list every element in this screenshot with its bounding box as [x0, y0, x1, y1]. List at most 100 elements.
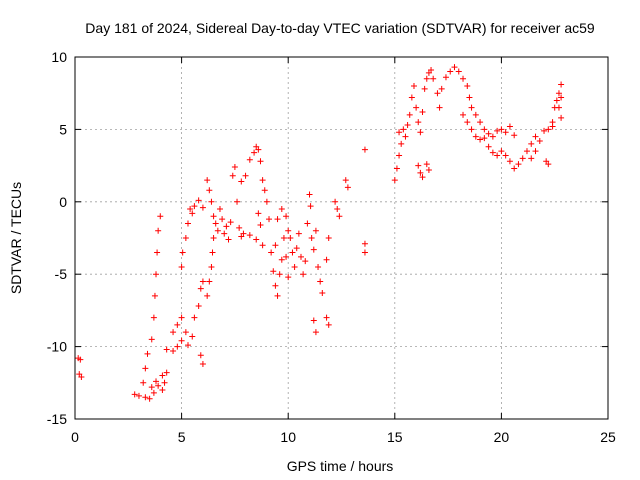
data-point	[489, 133, 496, 140]
data-point	[361, 249, 368, 256]
data-point	[184, 220, 191, 227]
plot-frame	[74, 56, 609, 420]
data-point	[402, 133, 409, 140]
data-point	[332, 198, 339, 205]
data-point	[204, 177, 211, 184]
data-point	[323, 256, 330, 263]
data-point	[549, 119, 556, 126]
data-point	[460, 111, 467, 118]
data-point	[163, 369, 170, 376]
data-point	[398, 140, 405, 147]
data-point	[302, 258, 309, 265]
data-point	[498, 126, 505, 133]
data-point	[255, 146, 262, 153]
data-point	[195, 197, 202, 204]
data-point	[430, 75, 437, 82]
data-point	[261, 187, 268, 194]
data-point	[291, 263, 298, 270]
data-point	[481, 135, 488, 142]
data-point	[276, 271, 283, 278]
data-point	[231, 164, 238, 171]
data-point	[178, 337, 185, 344]
data-point	[297, 253, 304, 260]
data-point	[77, 356, 84, 363]
data-point	[391, 177, 398, 184]
data-point	[438, 85, 445, 92]
data-point	[545, 126, 552, 133]
y-tick-label: 0	[59, 194, 67, 210]
data-point	[558, 114, 565, 121]
data-point	[272, 242, 279, 249]
data-point	[511, 132, 518, 139]
data-point	[78, 374, 85, 381]
data-point	[466, 94, 473, 101]
data-point	[182, 235, 189, 241]
data-point	[289, 249, 296, 256]
data-point	[408, 94, 415, 101]
data-point	[206, 187, 213, 194]
data-point	[251, 149, 258, 156]
grid-lines	[75, 57, 608, 419]
data-point	[283, 253, 290, 260]
data-point	[423, 161, 430, 168]
data-point	[268, 249, 275, 256]
data-point	[189, 333, 196, 340]
data-point	[174, 321, 181, 328]
data-point	[240, 230, 247, 237]
data-point	[209, 249, 216, 256]
data-point	[464, 119, 471, 126]
data-point	[436, 104, 443, 111]
data-point	[477, 119, 484, 126]
data-point	[221, 230, 228, 237]
data-point	[280, 235, 287, 241]
data-point	[406, 111, 413, 118]
data-point	[310, 317, 317, 324]
data-point	[315, 263, 322, 270]
data-point	[210, 213, 217, 220]
data-point	[131, 391, 138, 398]
data-point	[142, 365, 149, 372]
data-point	[191, 203, 198, 210]
data-point	[278, 206, 285, 213]
data-point	[223, 223, 230, 230]
data-point	[428, 67, 435, 74]
data-point	[419, 174, 426, 181]
data-point	[287, 235, 294, 241]
data-point	[140, 379, 147, 386]
data-point	[259, 177, 266, 184]
data-point	[312, 227, 319, 234]
data-point	[423, 75, 430, 82]
data-point	[178, 314, 185, 321]
data-point	[334, 206, 341, 213]
data-point	[155, 382, 162, 389]
data-point	[263, 198, 270, 205]
data-point	[253, 236, 260, 243]
data-point	[153, 378, 160, 385]
data-point	[325, 321, 332, 328]
data-point	[468, 126, 475, 133]
x-axis-label: GPS time / hours	[287, 458, 394, 474]
data-point	[532, 133, 539, 140]
data-point	[259, 242, 266, 249]
data-point	[317, 278, 324, 285]
data-point	[182, 329, 189, 336]
data-point	[451, 64, 458, 71]
data-point	[285, 227, 292, 234]
data-point	[170, 347, 177, 354]
data-point	[189, 210, 196, 217]
data-point	[485, 130, 492, 137]
data-point	[300, 271, 307, 278]
data-point	[558, 94, 565, 101]
x-tick-label: 0	[71, 429, 79, 445]
data-point	[319, 290, 326, 297]
data-point	[413, 104, 420, 111]
data-point	[210, 235, 217, 241]
data-point	[442, 74, 449, 81]
x-tick-label: 20	[494, 429, 510, 445]
data-point	[272, 282, 279, 289]
data-point	[154, 249, 161, 256]
y-tick-label: -15	[47, 411, 67, 427]
y-tick-label: 10	[51, 49, 67, 65]
data-point	[246, 232, 253, 239]
data-point	[415, 162, 422, 169]
